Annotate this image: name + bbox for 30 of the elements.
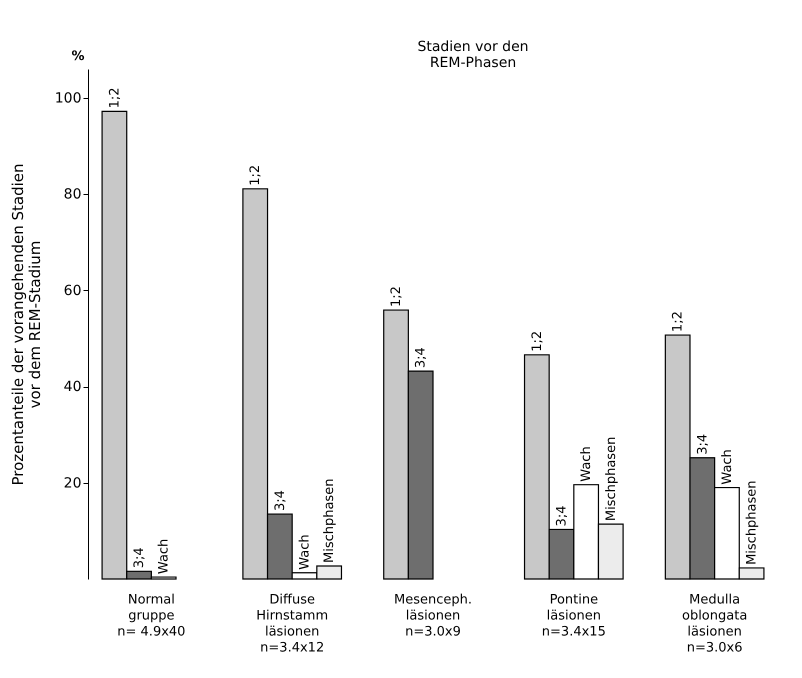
x-tick-label: Normal gruppe n= 4.9x40 (117, 592, 186, 640)
text: Wach (298, 534, 313, 570)
text: 1;2 (248, 164, 264, 186)
y-tick-label: 60 (64, 282, 82, 299)
text: 3;4 (272, 490, 288, 512)
text: 1;2 (107, 87, 122, 108)
text: 3;4 (554, 506, 570, 526)
text: % (71, 49, 85, 64)
x-tick-label: Mesenceph. läsionen n=3.0x9 (394, 592, 472, 640)
text: 1;2 (530, 330, 545, 352)
text: Wach (720, 449, 735, 485)
y-tick-label: 40 (64, 379, 82, 396)
y-axis-title: Prozentanteile der vorangehenden Stadien vor dem REM-Stadium (8, 163, 44, 486)
y-tick-label: 20 (64, 475, 82, 492)
text: Mischphasen (322, 478, 338, 564)
text: 3;4 (695, 434, 710, 455)
text: Mischphasen (604, 436, 619, 522)
text: 1;2 (389, 286, 404, 308)
y-tick-label: 80 (64, 186, 82, 203)
text: Mischphasen (744, 480, 760, 565)
text: Wach (579, 446, 594, 482)
text: 1;2 (670, 311, 686, 332)
x-tick-label: Pontine läsionen n=3.4x15 (542, 592, 606, 640)
text: 3;4 (132, 547, 148, 568)
x-tick-label: Diffuse Hirnstamm läsionen n=3.4x12 (256, 592, 328, 656)
y-tick-label: 100 (54, 90, 82, 106)
text: Wach (156, 538, 172, 574)
text: 3;4 (414, 347, 429, 368)
x-tick-label: Medulla oblongata läsionen n=3.0x6 (682, 592, 748, 656)
chart-title: Stadien vor den REM-Phasen (417, 39, 529, 71)
